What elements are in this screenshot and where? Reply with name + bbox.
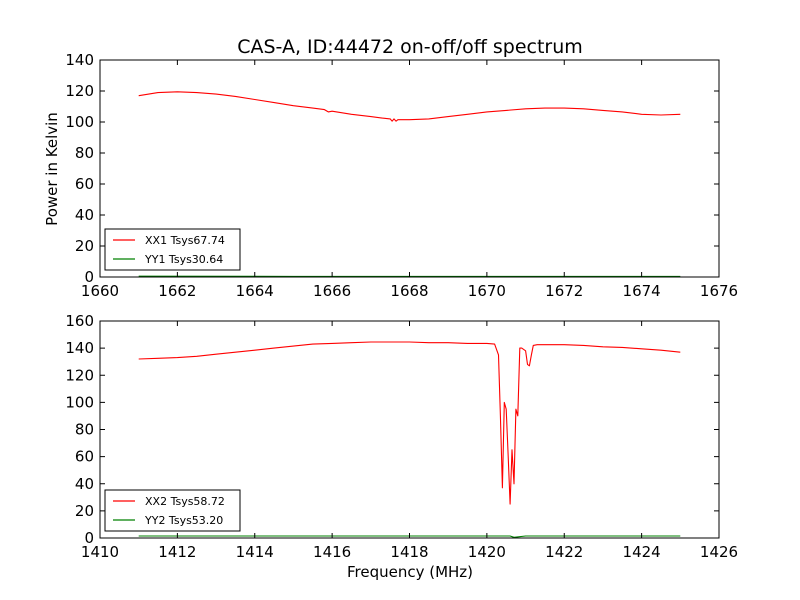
y-tick-label: 0: [84, 268, 94, 286]
y-tick-label: 100: [65, 113, 94, 131]
series-line-xx2-tsys58-72: [138, 341, 681, 505]
y-tick-label: 100: [65, 393, 94, 411]
x-tick-label: 1674: [623, 282, 661, 300]
x-tick-label: 1416: [313, 543, 351, 561]
x-tick-label: 1410: [81, 543, 119, 561]
chart-title: CAS-A, ID:44472 on-off/off spectrum: [237, 36, 583, 58]
x-tick-label: 1666: [313, 282, 351, 300]
x-tick-label: 1418: [390, 543, 428, 561]
legend-box: [104, 489, 241, 532]
y-tick-label: 40: [75, 206, 94, 224]
bottom-x-axis-label: Frequency (MHz): [347, 563, 473, 581]
legend: XX2 Tsys58.72 YY2 Tsys53.20: [104, 489, 241, 532]
y-tick-label: 20: [75, 237, 94, 255]
x-tick-label: 1412: [158, 543, 196, 561]
x-tick-label: 1672: [545, 282, 583, 300]
legend-entry: XX2 Tsys58.72: [145, 495, 225, 508]
y-tick-label: 60: [75, 448, 94, 466]
x-tick-label: 1664: [236, 282, 274, 300]
x-tick-label: 1414: [236, 543, 274, 561]
top-panel: CAS-A, ID:44472 on-off/off spectrum Powe…: [43, 36, 738, 300]
y-tick-label: 40: [75, 475, 94, 493]
series-line-xx1-tsys67-74: [138, 91, 681, 122]
y-tick-label: 60: [75, 175, 94, 193]
x-tick-label: 1422: [545, 543, 583, 561]
y-tick-label: 20: [75, 502, 94, 520]
series-line-yy2-tsys53-20: [138, 535, 681, 538]
x-tick-label: 1668: [390, 282, 428, 300]
x-tick-label: 1676: [700, 282, 738, 300]
x-tick-label: 1420: [468, 543, 506, 561]
y-tick-label: 120: [65, 366, 94, 384]
legend-entry: XX1 Tsys67.74: [145, 234, 225, 247]
x-tick-label: 1660: [81, 282, 119, 300]
y-tick-label: 120: [65, 82, 94, 100]
x-tick-label: 1424: [623, 543, 661, 561]
legend-entry: YY1 Tsys30.64: [144, 253, 223, 266]
y-tick-label: 80: [75, 421, 94, 439]
y-tick-label: 140: [65, 51, 94, 69]
y-tick-label: 0: [84, 529, 94, 547]
top-y-axis-label: Power in Kelvin: [43, 112, 61, 226]
legend-box: [104, 228, 241, 271]
x-tick-label: 1662: [158, 282, 196, 300]
legend: XX1 Tsys67.74 YY1 Tsys30.64: [104, 228, 241, 271]
y-tick-label: 140: [65, 339, 94, 357]
bottom-panel: Frequency (MHz) 1410 1412 1414 1416 1418 1420…: [65, 312, 738, 581]
y-tick-label: 80: [75, 144, 94, 162]
y-tick-label: 160: [65, 312, 94, 330]
x-tick-label: 1670: [468, 282, 506, 300]
x-tick-label: 1426: [700, 543, 738, 561]
legend-entry: YY2 Tsys53.20: [144, 514, 223, 527]
